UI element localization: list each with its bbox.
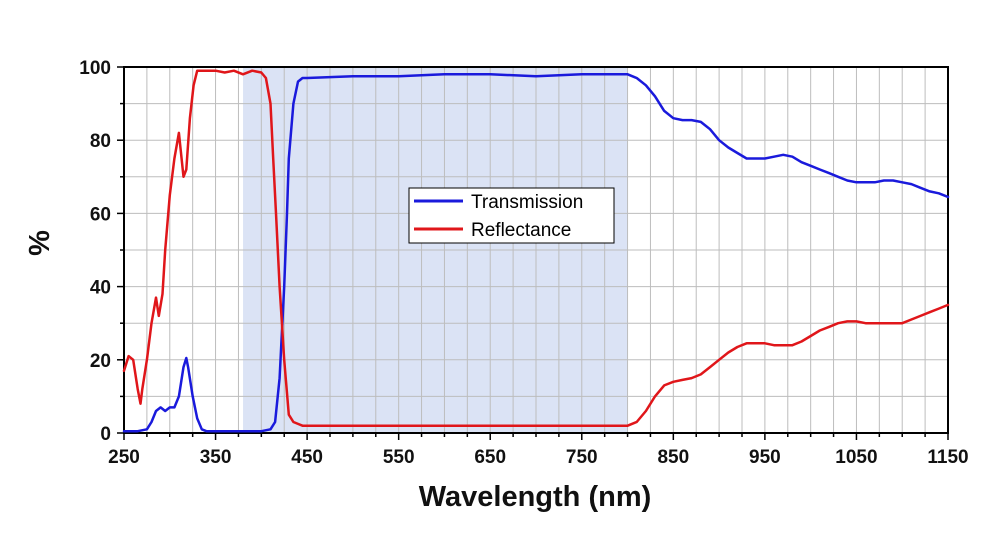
tick-label-layer: 250 350 450 550 650 750 850 950 1050 1150 0 20 40 60 8… bbox=[79, 58, 968, 468]
x-tick-label: 450 bbox=[291, 447, 323, 468]
x-tick-label: 850 bbox=[657, 447, 689, 468]
x-tick-label: 350 bbox=[200, 447, 232, 468]
y-tick-label: 80 bbox=[90, 131, 111, 152]
x-tick-label: 950 bbox=[749, 447, 781, 468]
y-tick-label: 100 bbox=[79, 58, 111, 79]
x-axis-title: Wavelength (nm) bbox=[419, 481, 652, 513]
grid-layer bbox=[124, 67, 948, 433]
series-line-reflectance bbox=[122, 69, 950, 427]
x-tick-label: 250 bbox=[108, 447, 140, 468]
y-tick-label: 0 bbox=[100, 424, 111, 445]
tick-layer bbox=[117, 66, 949, 440]
legend-box bbox=[408, 187, 615, 244]
legend-label-transmission: Transmission bbox=[471, 192, 583, 213]
series-layer bbox=[122, 69, 950, 433]
legend-label-reflectance: Reflectance bbox=[471, 220, 571, 241]
legend: Transmission Reflectance bbox=[408, 187, 615, 244]
y-tick-label: 60 bbox=[90, 204, 111, 225]
y-tick-label: 40 bbox=[90, 278, 111, 299]
x-tick-label: 750 bbox=[566, 447, 598, 468]
x-tick-label: 1150 bbox=[927, 447, 968, 468]
y-axis-title: % bbox=[24, 230, 56, 256]
x-tick-label: 650 bbox=[474, 447, 506, 468]
x-tick-label: 1050 bbox=[835, 447, 877, 468]
x-tick-label: 550 bbox=[383, 447, 415, 468]
y-tick-label: 20 bbox=[90, 351, 111, 372]
series-line-transmission bbox=[122, 73, 950, 433]
